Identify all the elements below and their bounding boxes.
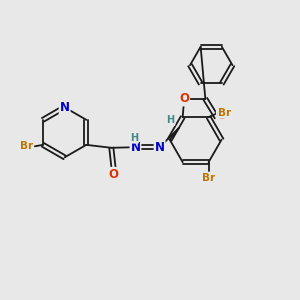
Text: N: N	[130, 141, 140, 154]
Text: O: O	[109, 168, 119, 181]
Text: O: O	[179, 92, 189, 106]
Text: Br: Br	[218, 108, 231, 118]
Text: N: N	[60, 101, 70, 114]
Text: H: H	[167, 115, 175, 125]
Text: O: O	[217, 109, 227, 122]
Text: Br: Br	[202, 173, 215, 183]
Text: Br: Br	[20, 141, 33, 151]
Text: H: H	[130, 133, 138, 143]
Text: N: N	[154, 141, 165, 154]
